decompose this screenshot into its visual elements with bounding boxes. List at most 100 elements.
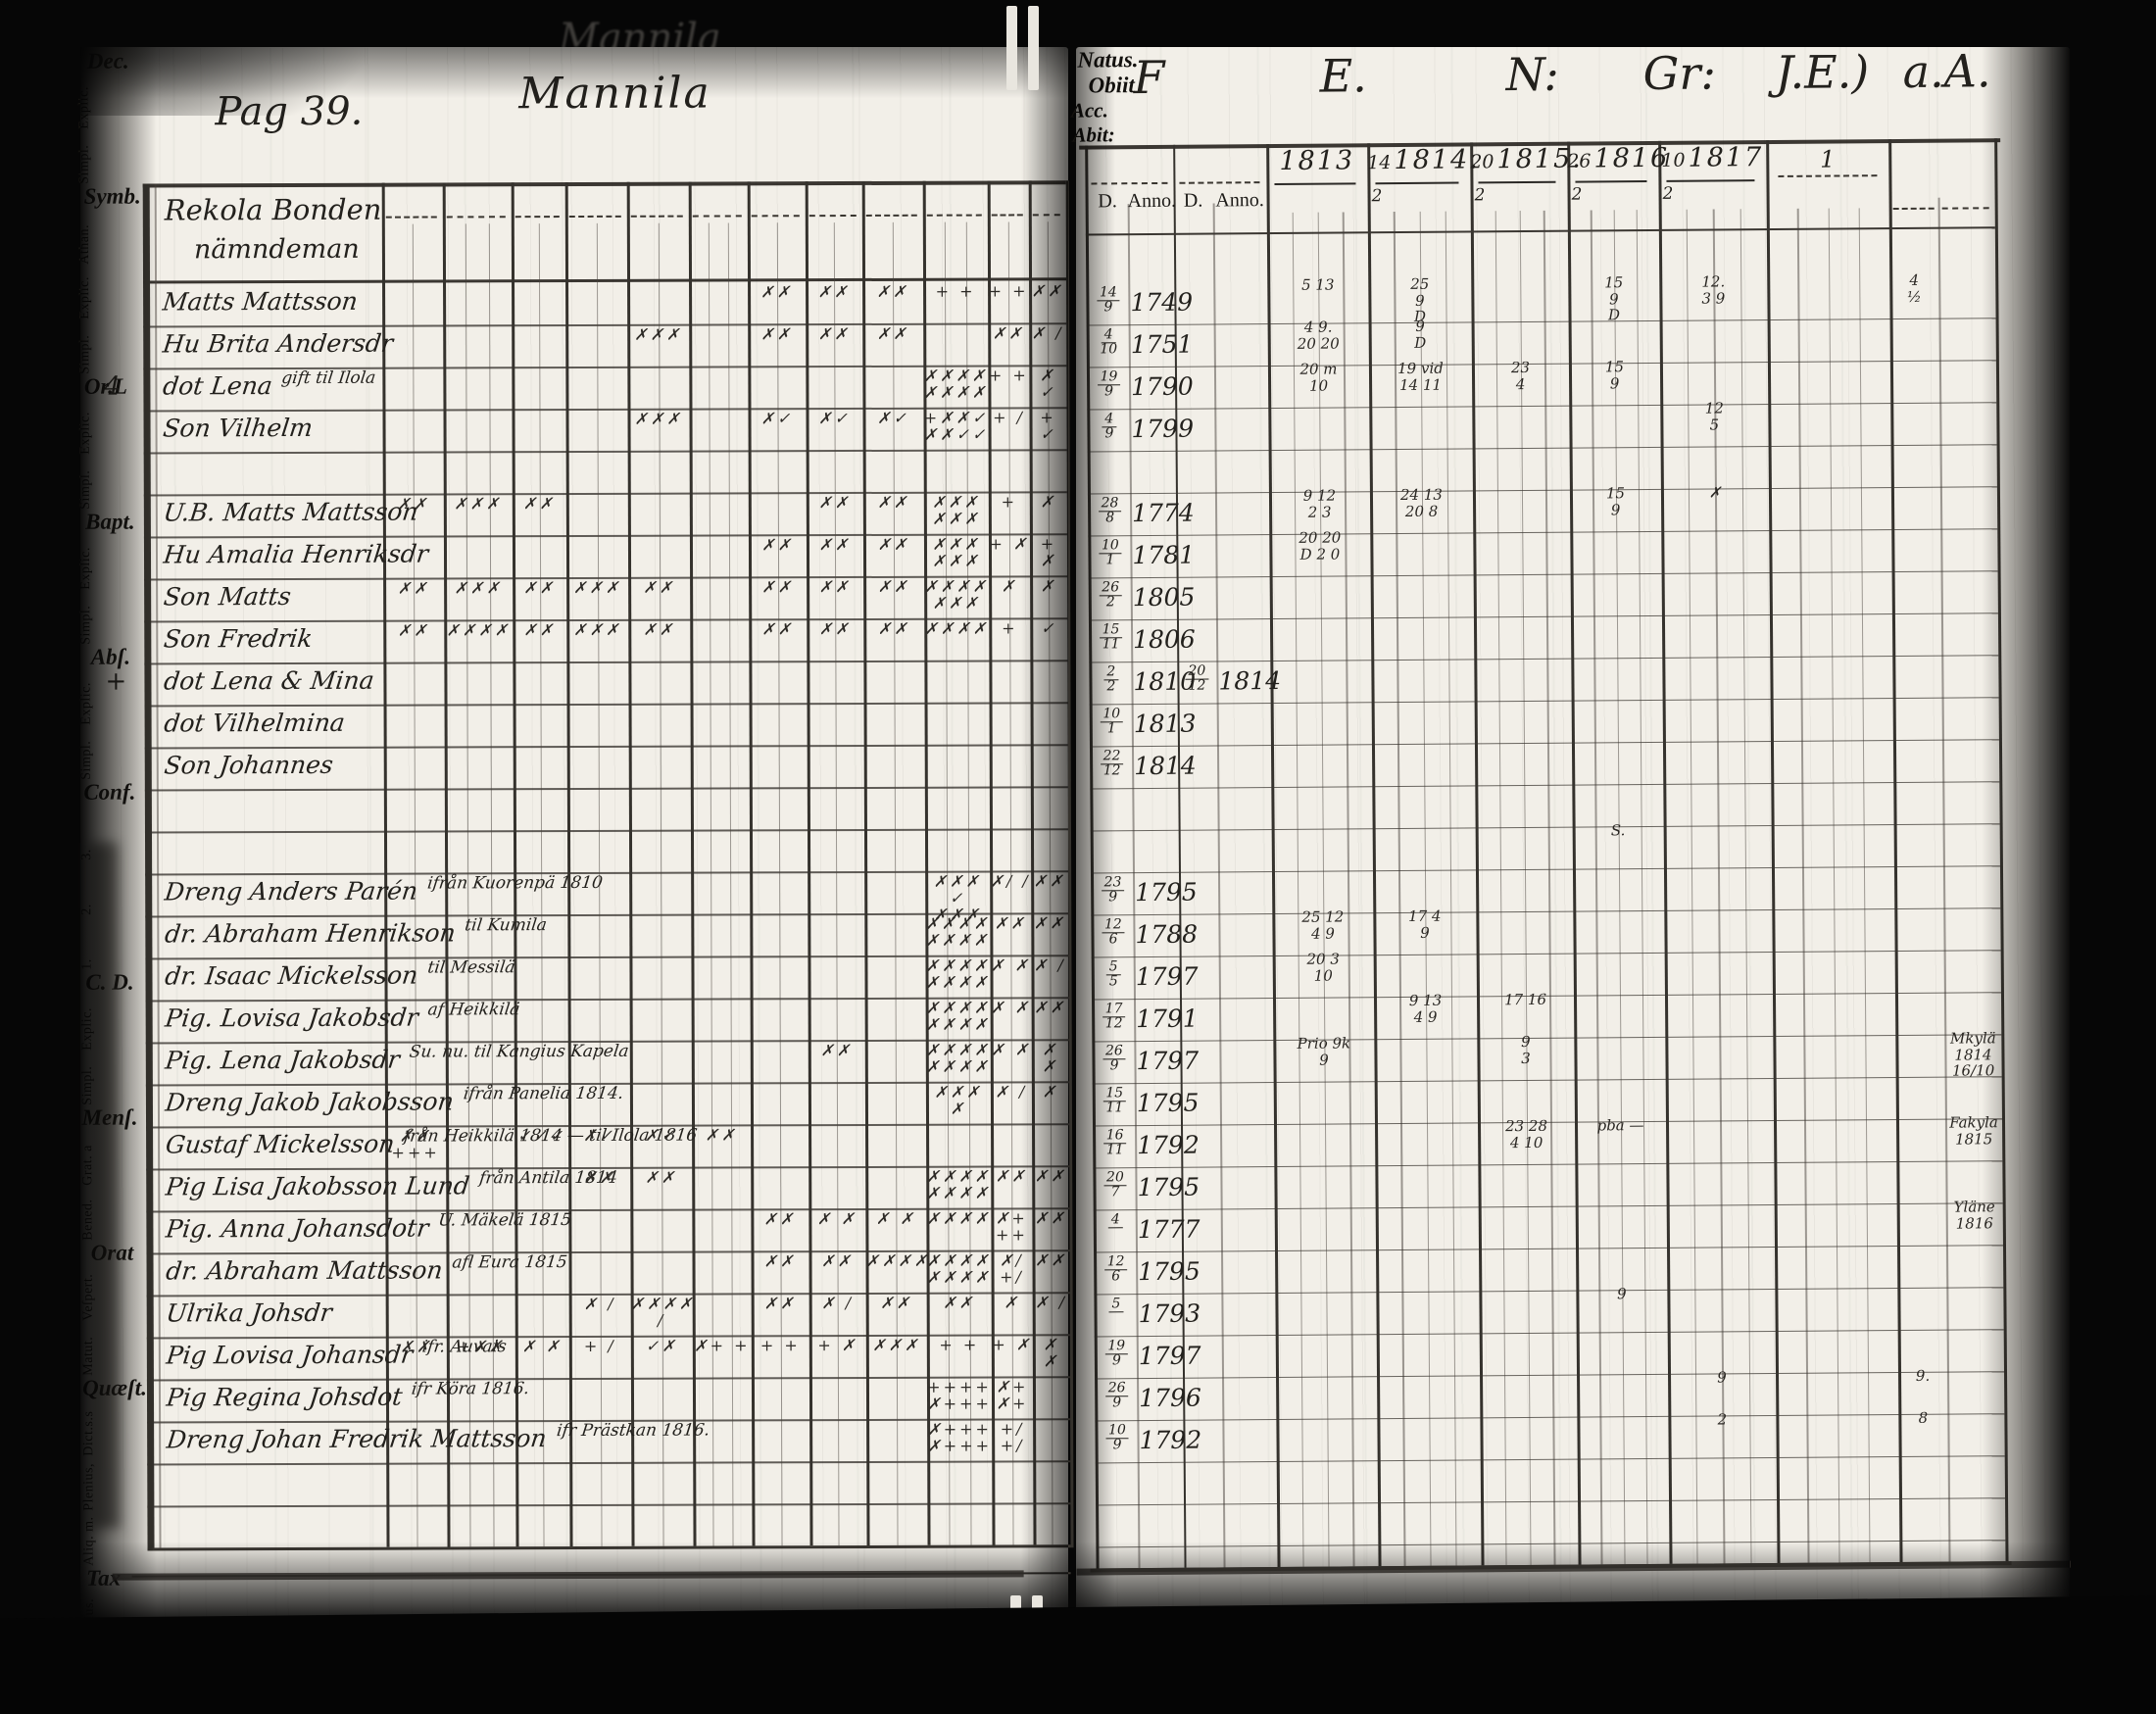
natus-year: 1792 — [1139, 1425, 1202, 1455]
person-name-text: Son Vilhelm — [161, 413, 315, 443]
scan-shadow — [80, 47, 1068, 116]
mark-cell: ✗✗ — [583, 1167, 616, 1187]
mark-cell: ✗✗✗✗ ✗✗✗ — [924, 576, 989, 612]
grid-note: 4 ½ — [1907, 270, 1922, 306]
grid-line — [1342, 212, 1355, 1567]
scan-shadow — [80, 47, 157, 1625]
year-underline — [1666, 179, 1755, 182]
mark-cell: ✗✗ — [877, 618, 910, 638]
mark-cell: ✗✗✗✗ — [924, 618, 990, 638]
table-row — [80, 828, 1068, 874]
grid-line — [1393, 212, 1406, 1567]
mark-cell: ✗✗ — [876, 281, 909, 301]
year-sub: 2 — [1571, 184, 1583, 205]
grid-line — [1567, 141, 1582, 1565]
person-name: Pig Regina Johsdot ifr Köra 1816. — [165, 1379, 530, 1411]
mark-cell: ✗✓ — [818, 409, 851, 428]
mark-cell: +✗✗✓ ✗✗✓✓ — [923, 408, 989, 444]
grid-note: 9. — [1915, 1366, 1931, 1385]
grid-note: 9 13 4 9 — [1408, 991, 1443, 1026]
table-row: dr. Isaac Mickelsson til Messilä ✗✗✗✗ ✗✗✗✗… — [80, 955, 1068, 1001]
mark-cell: ✗✗ — [760, 324, 794, 344]
grid-note: 24 13 20 8 — [1399, 485, 1444, 520]
mark-cell: ✗✗✗✗ — [865, 1250, 931, 1270]
year-header: 26 1816 — [1567, 143, 1669, 174]
table-row: Ulrika Johsdr✗ /✗✗✗✗ /✗✗✗ /✗✗✗✗✗✗ / — [82, 1292, 1070, 1338]
table-row: Dreng Jakob Jakobsson ifrån Panelia 1814.… — [81, 1081, 1069, 1127]
person-name-text: Pig Lisa Jakobsson Lund — [164, 1171, 471, 1201]
natus-year: 1781 — [1132, 540, 1196, 570]
table-row: Pig Lovisa Johansdr ifr. Auvais ✗✗ +✗✗ ✗ ✗ + … — [82, 1334, 1070, 1380]
mark-cell: ✗+++ ✗+++ — [927, 1419, 993, 1455]
mark-cell: ✗✗ — [817, 324, 851, 344]
mark-cell: ✗✗ — [523, 578, 557, 598]
table-row: Son Vilhelm✗✗✗✗✓✗✓✗✓+✗✗✓ ✗✗✓✓+ /+ ✓ — [78, 407, 1066, 453]
grid-note: 9 — [1717, 1368, 1727, 1387]
person-name: dot Lena & Mina — [163, 666, 376, 696]
person-name: dot Vilhelmina — [163, 709, 347, 738]
natus-year: 1792 — [1137, 1130, 1200, 1160]
grid-line — [1470, 142, 1485, 1566]
entry-note: Su. nu. til Kangius Kapela — [408, 1041, 630, 1062]
mark-cell: ✗✗✗✗ ✗✗✗✗ — [923, 366, 989, 402]
mark-cell: ✗✗ — [397, 494, 430, 514]
natus-year: 1797 — [1138, 1341, 1201, 1371]
table-row: Pig. Lovisa Jakobsdr af Heikkilä ✗✗✗✗ ✗✗✗✗… — [81, 997, 1069, 1043]
mark-cell: ✗✗ — [877, 492, 910, 512]
table-row: Son Johannes — [80, 744, 1068, 790]
mark-cell: ✗✗ +++ — [391, 1126, 440, 1162]
natus-year: 1793 — [1138, 1298, 1201, 1329]
table-row: Pig. Lena Jakobsdr Su. nu. til Kangius Ka… — [81, 1039, 1069, 1085]
header-divider — [446, 198, 506, 219]
grid-note: 9 3 — [1520, 1032, 1531, 1067]
table-row: dot Vilhelmina — [80, 702, 1068, 748]
year-label: 1817 — [1688, 142, 1764, 173]
grid-note: 15 9 — [1604, 358, 1625, 392]
person-name: dot Lena gift til Ilola — [162, 367, 377, 401]
year-prefix: 14 — [1367, 152, 1392, 174]
grid-note: 4 9. 20 20 — [1297, 318, 1340, 353]
mark-cell: ✗✗ — [763, 1251, 797, 1271]
mark-cell: ✗✗ — [818, 577, 852, 597]
mark-cell: ✗✗ — [877, 534, 910, 554]
grid-note: 5 13 — [1301, 275, 1335, 294]
mark-cell: ✗✗✗✗ / — [630, 1294, 696, 1330]
person-name: Hu Brita Andersdr — [162, 329, 395, 359]
grid-note: 25 12 4 9 — [1301, 907, 1345, 943]
person-name: dr. Abraham Henrikson til Kumila — [164, 915, 549, 948]
mark-cell: ✓✗ — [645, 1336, 678, 1355]
mark-cell: ✗✗ — [818, 493, 852, 513]
mark-cell: ✗✗✗ — [454, 494, 503, 514]
grid-note: S. — [1610, 821, 1626, 840]
person-name: Matts Mattsson — [161, 287, 359, 317]
mark-cell: ✗✗✗ — [872, 1335, 921, 1354]
entry-note: gift til Ilola — [280, 367, 377, 389]
mark-cell: ✗ ✗ — [521, 1337, 563, 1356]
mark-cell: ✗+ + — [694, 1336, 751, 1355]
grid-note: 9 D — [1414, 317, 1427, 352]
right-page: FE.N:Gr:J.E.)a.A. Natus.D.Anno.ObiitD.An… — [1064, 39, 2071, 1626]
grid-note: 17 16 — [1503, 990, 1547, 1009]
mark-cell: ✗ / — [821, 1294, 855, 1313]
mark-cell: ✗✗✗ — [573, 619, 622, 640]
natus-year: 1796 — [1139, 1383, 1201, 1413]
table-row: Dreng Anders Parén ifrån Kuorenpä 1810 ✗✗✗… — [80, 870, 1068, 923]
grid-line — [1494, 211, 1507, 1566]
mark-cell: ✗✗ — [880, 1293, 913, 1312]
entry-note: til Kumila — [464, 915, 549, 936]
left-page: Pag 39. Mannila Rekola Bonden nämndeman … — [76, 45, 1074, 1714]
natus-year: 1790 — [1130, 371, 1194, 402]
mark-cell: +✗✗ — [457, 1337, 506, 1356]
person-name: Ulrika Johsdr — [165, 1298, 333, 1328]
entry-note: af Heikkilä — [426, 1000, 521, 1020]
header-divider — [1778, 159, 1878, 177]
grid-note: 17 4 9 — [1408, 906, 1442, 942]
grid-line — [1858, 208, 1871, 1563]
grid-line — [1613, 210, 1626, 1565]
mark-cell: ✗✗ — [761, 577, 795, 597]
natus-year: 1791 — [1136, 1004, 1199, 1034]
natus-year: 1749 — [1130, 287, 1194, 318]
person-name-text: Pig. Lovisa Jakobsdr — [163, 1003, 420, 1033]
table-row: Matts Mattsson✗✗✗✗✗✗+ ++ +✗✗ — [78, 280, 1066, 326]
person-name: Dreng Jakob Jakobsson ifrån Panelia 1814. — [164, 1084, 624, 1117]
